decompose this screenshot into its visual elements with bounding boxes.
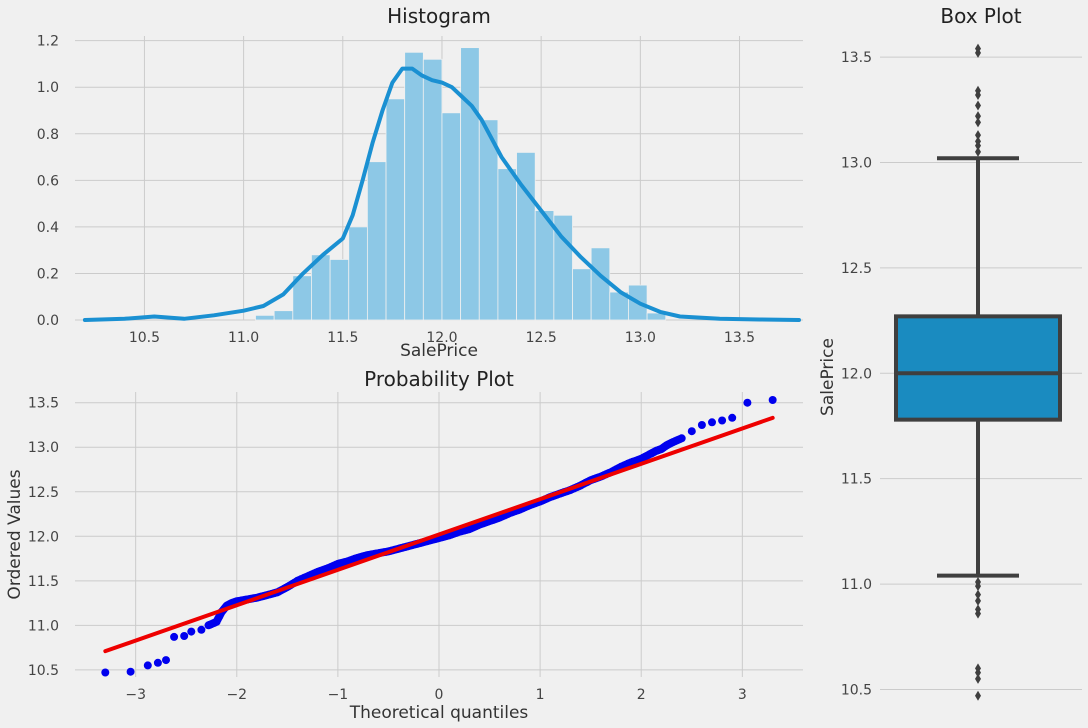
histogram-bar (497, 168, 517, 321)
data-point (708, 418, 716, 427)
histogram-bar (534, 210, 555, 321)
histogram-bar (385, 98, 406, 321)
data-point (143, 661, 152, 670)
histogram-bar (255, 314, 275, 321)
data-point (728, 413, 737, 422)
iqr-box (894, 314, 1062, 422)
y-tick-label: 13.5 (841, 50, 872, 66)
x-tick-label: 11.5 (327, 330, 358, 346)
data-point (677, 434, 686, 443)
x-tick-label: 1 (536, 687, 545, 703)
histogram-bar (329, 259, 350, 321)
histogram-bar (590, 247, 611, 321)
data-point (153, 658, 162, 667)
y-tick-label: 12.5 (841, 261, 872, 277)
outlier-marker (975, 85, 981, 96)
kde-line (82, 66, 801, 322)
outlier-marker (975, 589, 981, 600)
data-point (687, 427, 696, 436)
y-tick-label: 1.0 (37, 80, 59, 96)
y-tick-label: 12.0 (28, 529, 59, 545)
x-tick-label: 10.5 (129, 330, 160, 346)
data-point (718, 416, 727, 425)
y-tick-label: 13.0 (841, 155, 872, 171)
data-point (162, 656, 170, 665)
probability-x-axis-label: Theoretical quantiles (349, 703, 529, 723)
histogram-bar (460, 47, 480, 321)
histogram-bar (422, 58, 443, 321)
histogram-bar (646, 312, 667, 321)
outlier-marker (975, 100, 981, 111)
probability-plot-title: Probability Plot (364, 367, 514, 391)
data-point (768, 396, 777, 405)
box-plot-y-axis-label: SalePrice (818, 338, 838, 416)
outlier-marker (975, 136, 981, 147)
x-tick-label: 13.5 (724, 330, 755, 346)
x-tick-label: −1 (328, 687, 349, 703)
box-plot-title: Box Plot (940, 4, 1021, 28)
y-tick-label: 13.5 (28, 396, 59, 412)
x-tick-label: 3 (738, 687, 747, 703)
outlier-marker (975, 117, 981, 128)
histogram-bar (516, 151, 536, 321)
histogram-x-axis-label: SalePrice (400, 341, 478, 361)
y-tick-label: 0.4 (37, 220, 59, 236)
histogram-panel: 10.5 11.0 11.5 12.0 12.5 13.0 13.5 0.0 0.2 0.4 0.6… (37, 4, 803, 361)
outlier-marker (975, 130, 981, 141)
histogram-bar (572, 268, 592, 321)
x-tick-label: −2 (226, 687, 247, 703)
y-tick-label: 12.0 (841, 366, 872, 382)
y-tick-label: 13.0 (28, 440, 59, 456)
x-tick-label: 13.0 (625, 330, 656, 346)
outlier-marker (975, 43, 981, 54)
histogram-bar (478, 119, 499, 321)
data-point (187, 627, 196, 636)
y-tick-label: 11.5 (841, 472, 872, 488)
histogram-bar (366, 161, 387, 321)
x-tick-label: 11.0 (228, 330, 259, 346)
outlier-marker (975, 673, 981, 684)
data-point (101, 668, 110, 677)
y-tick-label: 11.5 (28, 574, 59, 590)
data-point (180, 632, 189, 640)
data-point (197, 625, 206, 634)
y-tick-label: 0.8 (37, 127, 59, 143)
y-tick-label: 11.0 (28, 618, 59, 634)
data-point (743, 398, 752, 407)
y-tick-label: 0.0 (37, 313, 59, 329)
probability-y-axis-label: Ordered Values (5, 469, 25, 599)
data-point (170, 632, 179, 641)
y-tick-label: 12.5 (28, 485, 59, 501)
outlier-marker (975, 690, 981, 701)
x-tick-label: 2 (637, 687, 646, 703)
x-tick-label: 0 (435, 687, 444, 703)
y-tick-label: 1.2 (37, 34, 59, 50)
x-tick-label: 12.0 (426, 330, 457, 346)
data-point (697, 421, 706, 429)
outlier-marker (975, 604, 981, 615)
histogram-bar (273, 310, 294, 321)
x-tick-label: 12.5 (526, 330, 557, 346)
probability-plot-panel: −3 −2 −1 0 1 2 3 10.5 11.0 11.5 12.0 12.5 13.0 13.5 Pr… (5, 367, 803, 723)
y-tick-label: 10.5 (28, 663, 59, 679)
box-plot-panel: 10.5 11.0 11.5 12.0 12.5 13.0 13.5 Box Plot Sale… (818, 4, 1082, 701)
y-tick-label: 0.2 (37, 266, 59, 282)
outlier-marker (975, 663, 981, 674)
y-tick-label: 11.0 (841, 577, 872, 593)
histogram-bar (441, 112, 462, 321)
histogram-title: Histogram (387, 4, 491, 28)
histogram-bar (348, 226, 368, 321)
fit-line (103, 415, 775, 654)
y-tick-label: 0.6 (37, 173, 59, 189)
outlier-marker (975, 576, 981, 587)
x-tick-label: −3 (125, 687, 146, 703)
outlier-marker (975, 111, 981, 122)
outlier-marker (975, 595, 981, 606)
y-tick-label: 10.5 (841, 682, 872, 698)
data-point (126, 667, 135, 676)
outlier-marker (975, 146, 981, 157)
histogram-bar (404, 51, 424, 321)
